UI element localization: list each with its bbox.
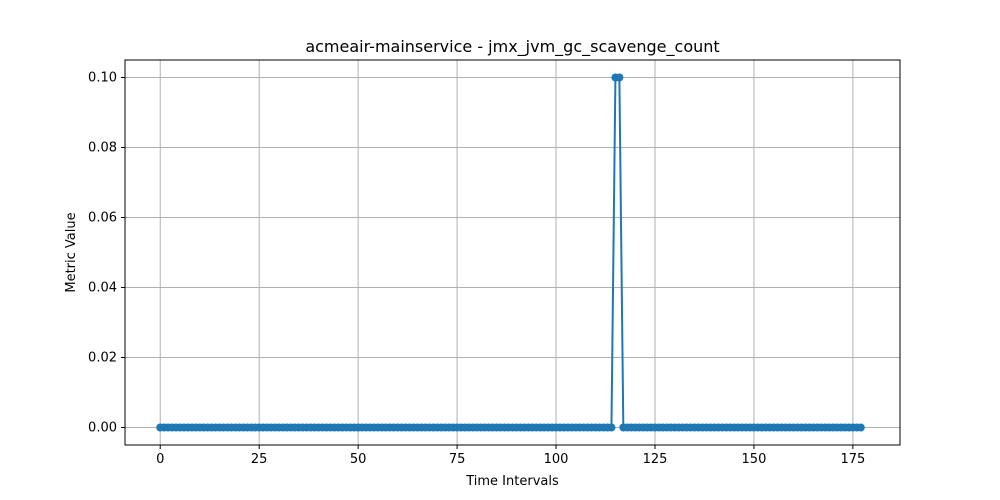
x-tick-label: 150 [742,452,767,467]
x-tick-label: 50 [350,452,367,467]
plot-area-frame [124,59,901,446]
x-axis-label: Time Intervals [465,474,559,489]
data-point [856,423,865,432]
axis-tick-labels: 0 25 50 75 100 125 150 175 0.00 0.02 0.04 0.06 0.08 0… [88,71,865,468]
x-tick-label: 0 [156,452,164,467]
data-point [615,73,624,82]
y-tick-label: 0.00 [88,421,117,436]
y-tick-label: 0.08 [88,141,117,156]
x-tick-label: 100 [544,452,569,467]
chart-title: acmeair-mainservice - jmx_jvm_gc_scaveng… [305,37,719,57]
y-tick-label: 0.10 [88,71,117,86]
data-point [607,423,616,432]
x-tick-label: 125 [643,452,668,467]
x-tick-label: 75 [449,452,466,467]
x-tick-label: 175 [840,452,865,467]
y-tick-label: 0.04 [88,281,117,296]
series-layer [156,73,865,432]
y-tick-label: 0.06 [88,211,117,226]
y-axis-label: Metric Value [64,212,79,292]
y-tick-label: 0.02 [88,351,117,366]
x-tick-label: 25 [251,452,268,467]
axis-ticks [121,77,854,449]
